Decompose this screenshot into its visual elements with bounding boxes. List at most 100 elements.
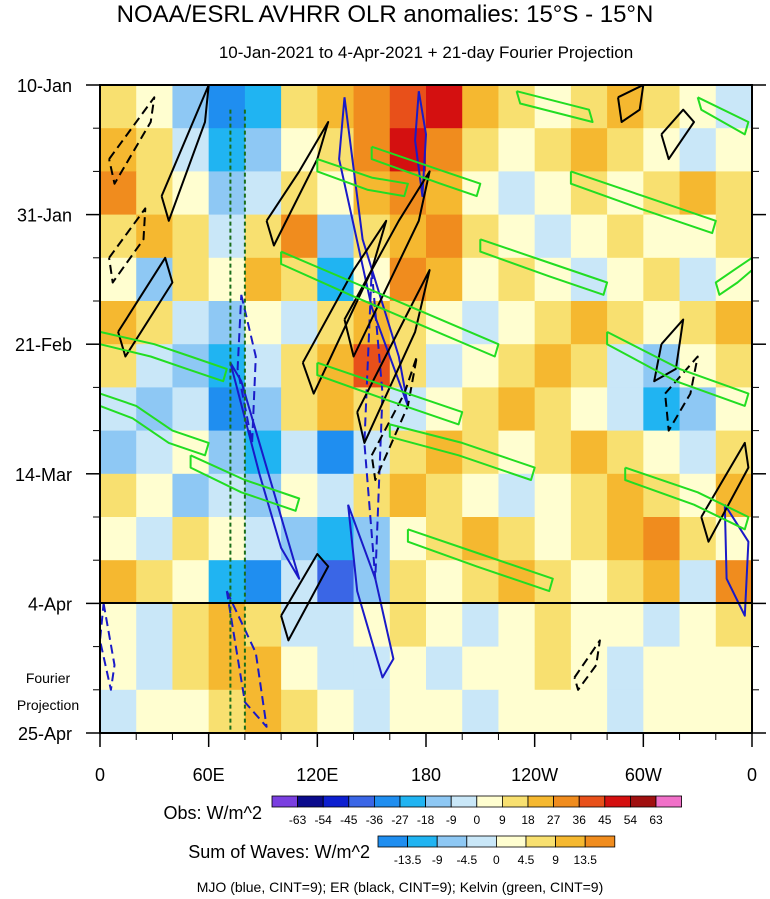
obs-swatch-6 (425, 795, 452, 808)
olr-cell-47 (498, 171, 536, 216)
x-tick-label-6: 0 (747, 765, 757, 785)
projection-cell-13 (570, 603, 608, 648)
obs-tick-9: 18 (521, 813, 535, 827)
er-contour-14 (573, 639, 601, 691)
olr-cell-94 (244, 301, 282, 345)
x-tick-label-2: 120E (296, 765, 338, 785)
mjo-contour-7 (99, 603, 116, 691)
olr-cell-170 (389, 473, 427, 518)
olr-cell-186 (317, 517, 355, 561)
projection-cell-49 (570, 689, 608, 734)
obs-swatch-14 (630, 795, 657, 808)
olr-cell-82 (462, 257, 500, 302)
projection-cell-28 (462, 646, 500, 691)
projection-cell-11 (498, 603, 536, 648)
projection-cell-15 (643, 603, 681, 648)
olr-cell-74 (172, 257, 210, 302)
olr-cell-212 (607, 560, 644, 604)
waves-swatch-3 (466, 835, 497, 848)
projection-cell-34 (679, 646, 717, 691)
projection-label-line2: Projection (17, 697, 79, 713)
olr-cell-37 (136, 171, 174, 216)
kelvin-contour-9 (624, 466, 750, 531)
olr-cell-86 (607, 257, 644, 302)
olr-cell-162 (100, 473, 137, 518)
olr-cell-184 (244, 517, 282, 561)
olr-cell-128 (172, 387, 210, 432)
projection-cell-40 (244, 689, 282, 734)
plot-area (86, 84, 766, 747)
olr-cell-75 (208, 257, 246, 302)
olr-cell-9 (426, 85, 463, 129)
projection-cell-32 (607, 646, 644, 691)
x-tick-label-5: 60W (625, 765, 662, 785)
er-contour-1 (265, 121, 330, 247)
olr-cell-39 (208, 171, 246, 216)
projection-cell-14 (607, 603, 644, 648)
y-tick-label-2: 21-Feb (15, 335, 72, 355)
reference-lines (229, 109, 246, 733)
olr-cell-131 (281, 387, 318, 432)
waves-tick-5: 9 (552, 853, 559, 867)
olr-anomaly-cells (100, 85, 753, 604)
projection-cell-44 (389, 689, 427, 734)
projection-cell-27 (426, 646, 463, 691)
kelvin-contour-4 (388, 423, 536, 481)
olr-cell-103 (570, 301, 608, 345)
obs-swatch-2 (322, 795, 350, 808)
projection-cell-39 (208, 689, 246, 734)
olr-cell-88 (679, 257, 717, 302)
kelvin-contour-6 (569, 170, 717, 235)
olr-cell-121 (570, 344, 608, 388)
olr-cell-87 (643, 257, 681, 302)
olr-cell-192 (534, 517, 572, 561)
projection-cell-50 (607, 689, 644, 734)
projection-cell-25 (353, 646, 391, 691)
olr-cell-72 (100, 257, 137, 302)
olr-cell-35 (715, 128, 753, 172)
olr-cell-155 (498, 430, 536, 475)
projection-label-line1: Fourier (26, 670, 71, 686)
olr-cell-27 (426, 128, 463, 172)
olr-cell-7 (353, 85, 391, 129)
olr-cell-80 (389, 257, 427, 302)
er-contour-8 (653, 318, 685, 383)
er-contour-12 (108, 96, 156, 185)
olr-cell-167 (281, 473, 318, 518)
olr-cell-206 (389, 560, 427, 604)
obs-swatch-12 (578, 795, 606, 808)
olr-cell-56 (172, 214, 210, 259)
olr-cell-138 (534, 387, 572, 432)
y-tick-label-4: 4-Apr (28, 594, 72, 614)
er-contour-2 (343, 170, 431, 358)
projection-cell-31 (570, 646, 608, 691)
olr-cell-106 (679, 301, 717, 345)
obs-swatch-5 (399, 795, 427, 808)
kelvin-contour-14 (696, 96, 750, 136)
olr-cell-29 (498, 128, 536, 172)
obs-colorbar-label: Obs: W/m^2 (164, 803, 262, 823)
olr-cell-10 (462, 85, 500, 129)
obs-tick-2: -45 (340, 813, 358, 827)
projection-cell-9 (426, 603, 463, 648)
obs-tick-12: 45 (598, 813, 612, 827)
obs-tick-8: 9 (499, 813, 506, 827)
olr-cell-182 (172, 517, 210, 561)
projection-cell-45 (426, 689, 463, 734)
olr-cell-102 (534, 301, 572, 345)
olr-cell-15 (643, 85, 681, 129)
projection-cell-30 (534, 646, 572, 691)
kelvin-contour-10 (316, 361, 464, 426)
obs-tick-1: -54 (315, 813, 333, 827)
obs-tick-0: -63 (289, 813, 307, 827)
y-tick-label-0: 10-Jan (17, 76, 72, 96)
kelvin-contour-12 (189, 454, 301, 512)
olr-cell-117 (426, 344, 463, 388)
olr-cell-36 (100, 171, 137, 216)
waves-swatch-7 (584, 835, 616, 848)
projection-cell-33 (643, 646, 681, 691)
olr-cell-58 (244, 214, 282, 259)
y-tick-labels: 10-Jan 31-Jan 21-Feb 14-Mar 4-Apr 25-Apr (15, 76, 72, 744)
olr-cell-149 (281, 430, 318, 475)
mjo-contour-2 (347, 504, 395, 679)
